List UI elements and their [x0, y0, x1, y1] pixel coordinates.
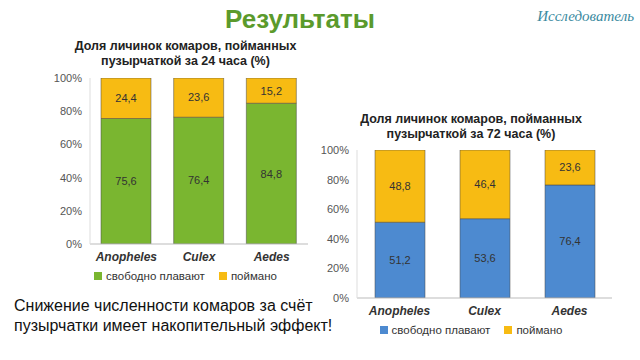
html-text:свободно плавают: свободно плавают	[391, 324, 491, 336]
svg-text:60%: 60%	[327, 203, 349, 215]
svg-text:75,6: 75,6	[115, 175, 136, 187]
svg-text:Culex: Culex	[183, 250, 217, 264]
svg-text:80%: 80%	[327, 174, 349, 186]
svg-text:20%: 20%	[327, 262, 349, 274]
svg-text:Culex: Culex	[468, 304, 502, 318]
svg-text:0%: 0%	[333, 292, 349, 304]
svg-text:0%: 0%	[66, 238, 82, 250]
svg-text:23,6: 23,6	[188, 91, 209, 103]
svg-text:76,4: 76,4	[559, 235, 580, 247]
svg-text:23,6: 23,6	[559, 161, 580, 173]
html-text:Результаты: Результаты	[225, 4, 375, 34]
svg-text:Anopheles: Anopheles	[95, 250, 158, 264]
svg-text:Aedes: Aedes	[550, 304, 587, 318]
svg-text:80%: 80%	[60, 105, 82, 117]
svg-text:15,2: 15,2	[261, 85, 282, 97]
svg-text:84,8: 84,8	[261, 168, 282, 180]
svg-text:20%: 20%	[60, 205, 82, 217]
html-text:Доля личинок комаров, пойманны: Доля личинок комаров, пойманных пузырчат…	[74, 39, 297, 68]
html-text:Снижение численности комаров з: Снижение численности комаров за счёт пуз…	[14, 297, 333, 334]
svg-text:Aedes: Aedes	[253, 250, 290, 264]
html-text:Доля личинок комаров, пойманны: Доля личинок комаров, пойманных пузырчат…	[360, 112, 582, 141]
svg-text:40%: 40%	[60, 172, 82, 184]
html-text:поймано: поймано	[230, 270, 277, 282]
svg-text:51,2: 51,2	[389, 254, 410, 266]
svg-text:60%: 60%	[60, 138, 82, 150]
svg-text:100%: 100%	[54, 72, 82, 84]
svg-text:Anopheles: Anopheles	[368, 304, 431, 318]
svg-text:53,6: 53,6	[474, 252, 495, 264]
html-text:Исследователь: Исследователь	[537, 8, 634, 24]
html-text:поймано: поймано	[516, 324, 563, 336]
html-text:свободно плавают: свободно плавают	[106, 270, 205, 282]
svg-text:48,8: 48,8	[389, 180, 410, 192]
svg-text:24,4: 24,4	[115, 92, 136, 104]
svg-text:76,4: 76,4	[188, 174, 209, 186]
svg-text:100%: 100%	[321, 144, 349, 156]
svg-text:40%: 40%	[327, 233, 349, 245]
svg-text:46,4: 46,4	[474, 178, 495, 190]
